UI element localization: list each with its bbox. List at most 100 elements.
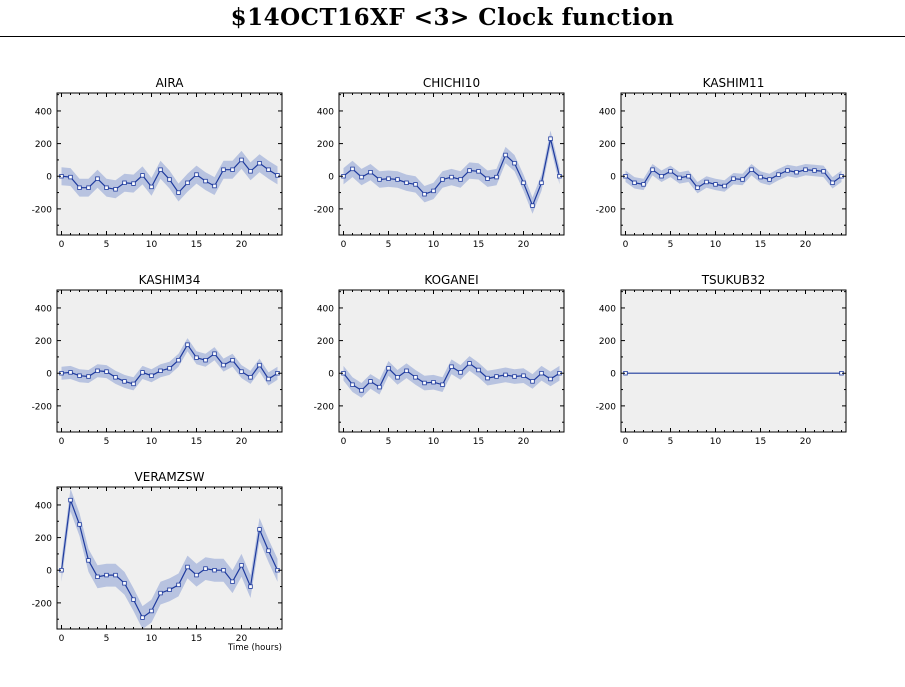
x-tick-label: 0 (341, 240, 347, 250)
data-point (275, 173, 280, 178)
data-point (140, 615, 145, 620)
data-point (167, 587, 172, 592)
y-tick-label: 200 (317, 337, 334, 347)
data-point (785, 168, 790, 173)
data-point (221, 362, 226, 368)
data-point (368, 379, 373, 384)
y-tick-label: 0 (328, 370, 334, 380)
panel-background (339, 93, 564, 235)
data-point (422, 380, 427, 386)
data-point (86, 374, 91, 379)
data-point (467, 168, 472, 173)
y-tick-label: -200 (596, 205, 617, 215)
data-point (95, 176, 100, 181)
data-point (749, 167, 754, 172)
y-tick-label: 200 (599, 140, 616, 150)
data-point (404, 180, 409, 185)
data-point (185, 342, 190, 347)
data-point (368, 169, 373, 175)
data-point (641, 182, 646, 187)
data-point (221, 568, 226, 573)
data-point (668, 169, 673, 174)
data-point (476, 169, 481, 174)
x-tick-label: 15 (755, 240, 766, 250)
x-tick-label: 20 (518, 240, 530, 250)
panel-background (57, 487, 282, 629)
x-tick-label: 10 (146, 240, 158, 250)
data-point (449, 364, 454, 369)
data-point (194, 172, 199, 177)
data-point (359, 388, 364, 393)
panel-aira: AIRA -200 0 200 400 0 5 10 15 20 (32, 76, 283, 250)
uncertainty-band (61, 488, 278, 629)
x-tick-label: 15 (191, 634, 202, 644)
data-point (140, 370, 145, 375)
y-tick-label: -200 (314, 402, 335, 412)
data-point (203, 178, 208, 184)
data-point (530, 379, 535, 384)
y-tick-label: 400 (599, 304, 616, 314)
y-tick-label: 400 (317, 304, 334, 314)
data-point (176, 582, 181, 588)
y-tick-label: -200 (32, 402, 53, 412)
y-tick-label: 200 (35, 534, 52, 544)
data-point (386, 366, 391, 371)
data-point (350, 166, 355, 172)
panel-background (57, 290, 282, 432)
data-point (113, 572, 118, 578)
data-point (377, 384, 382, 390)
data-point (230, 579, 235, 584)
data-point (494, 174, 499, 180)
data-point (203, 357, 208, 363)
y-tick-label: 0 (328, 173, 334, 183)
data-point (176, 357, 181, 363)
data-point (695, 185, 700, 190)
x-tick-label: 0 (59, 437, 65, 447)
data-point (386, 176, 391, 181)
data-point (740, 177, 745, 182)
data-point (476, 367, 481, 373)
y-tick-label: 0 (46, 173, 52, 183)
x-tick-label: 5 (104, 634, 110, 644)
data-point (494, 374, 499, 379)
data-point (185, 564, 190, 570)
data-point (413, 182, 418, 187)
panel-background (621, 93, 846, 235)
y-tick-label: 400 (599, 107, 616, 117)
data-point (77, 522, 82, 527)
data-point (650, 167, 655, 172)
data-point (203, 566, 208, 571)
data-point (104, 369, 109, 374)
panel-title: TSUKUB32 (701, 273, 766, 287)
x-tick-label: 5 (668, 240, 674, 250)
data-point (239, 563, 244, 568)
data-point (68, 497, 73, 503)
data-point (122, 180, 127, 185)
y-tick-label: -200 (596, 402, 617, 412)
data-point (266, 167, 271, 172)
data-point (512, 374, 517, 379)
panel-title: VERAMZSW (135, 470, 205, 484)
data-point (686, 173, 691, 179)
data-point (257, 160, 262, 166)
data-point (113, 187, 118, 192)
data-point (104, 185, 109, 190)
y-tick-label: 200 (35, 140, 52, 150)
y-tick-label: 0 (610, 370, 616, 380)
data-point (212, 568, 217, 573)
data-point (404, 368, 409, 373)
data-point (503, 152, 508, 158)
data-point (95, 574, 100, 579)
x-tick-label: 10 (428, 437, 440, 447)
data-point (248, 169, 253, 174)
data-point (632, 180, 637, 185)
data-point (395, 177, 400, 182)
panel-kashim34: KASHIM34 -200 0 200 400 0 5 10 15 20 (32, 273, 283, 447)
panel-kashim11: KASHIM11 -200 0 200 400 0 5 10 15 20 (596, 76, 847, 250)
data-point (458, 177, 463, 182)
x-tick-label: 5 (668, 437, 674, 447)
data-point (149, 184, 154, 190)
data-point (176, 190, 181, 195)
data-point (350, 382, 355, 387)
data-point (86, 558, 91, 563)
